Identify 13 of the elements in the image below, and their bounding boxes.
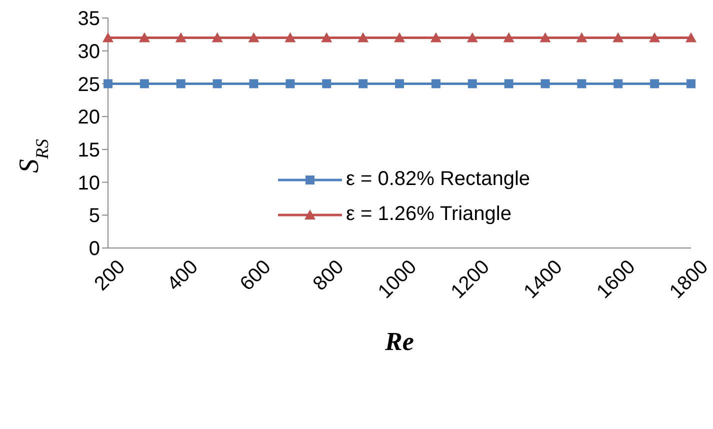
x-axis-title: Re <box>384 327 414 356</box>
y-tick-label: 30 <box>78 40 100 63</box>
legend-label: ε = 0.82% Rectangle <box>346 168 530 191</box>
y-tick-label: 20 <box>78 106 100 129</box>
y-tick-label: 15 <box>78 140 100 162</box>
y-tick-label: 25 <box>78 74 100 96</box>
x-tick-label: 400 <box>163 256 202 296</box>
y-tick-label: 10 <box>78 172 100 194</box>
legend-label: ε = 1.26% Triangle <box>346 203 512 226</box>
x-tick-label: 800 <box>309 256 348 296</box>
x-tick-label: 600 <box>236 256 276 296</box>
y-tick-label: 35 <box>78 8 100 30</box>
y-tick-label: 5 <box>88 205 100 228</box>
